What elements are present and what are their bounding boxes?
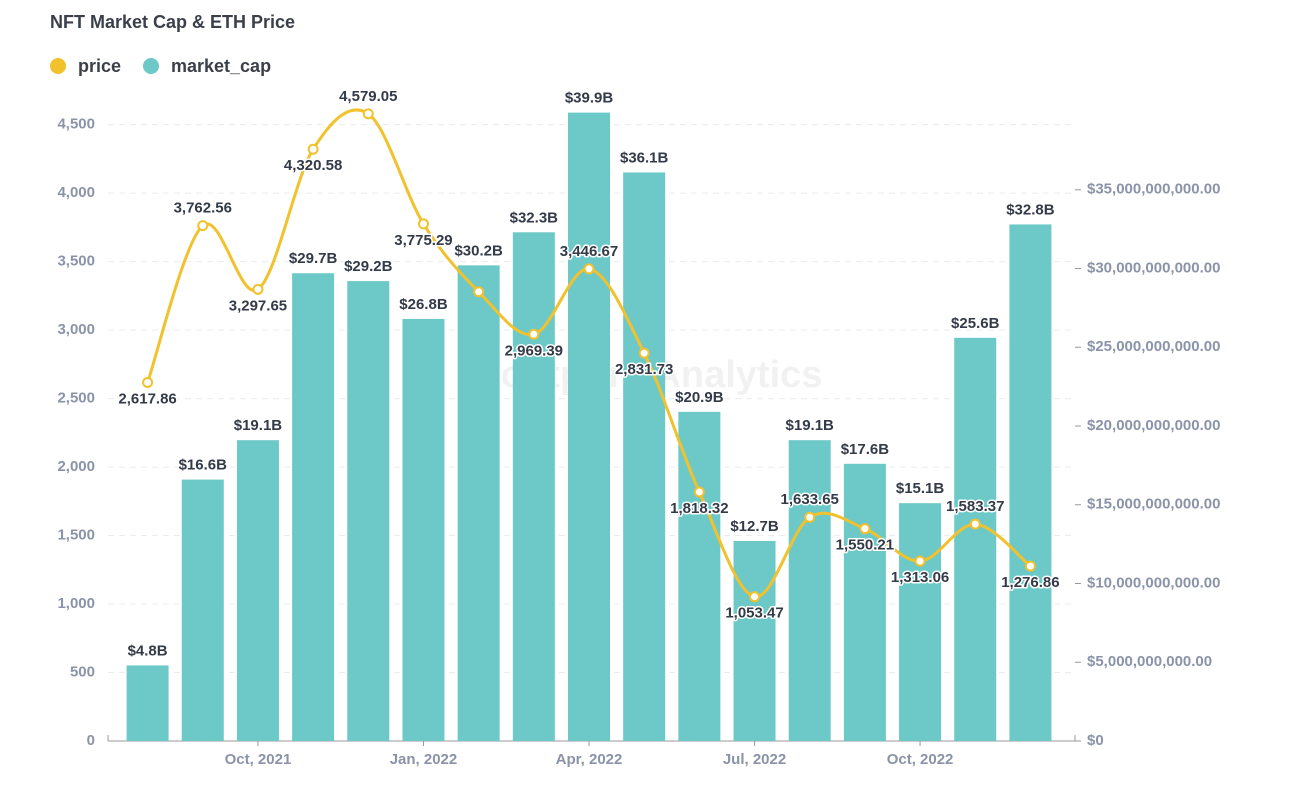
line-label: 3,446.67: [560, 243, 618, 260]
line-label: 3,762.56: [174, 200, 232, 217]
price-point: [417, 218, 429, 230]
x-tick-label: Jul, 2022: [723, 751, 786, 768]
bar: [126, 665, 169, 741]
line-label: 1,313.06: [891, 569, 949, 586]
bar-label: $32.8B: [1006, 201, 1055, 218]
price-point: [804, 511, 816, 523]
price-point: [638, 347, 650, 359]
x-tick-label: Oct, 2022: [887, 751, 954, 768]
bar: [402, 318, 445, 741]
bar: [954, 337, 997, 741]
bar: [733, 540, 776, 741]
line-label: 1,583.37: [946, 498, 1004, 515]
chart-title: NFT Market Cap & ETH Price: [50, 12, 295, 32]
price-point: [197, 220, 209, 232]
y2-tick-label: $10,000,000,000.00: [1087, 574, 1220, 591]
bar: [843, 463, 886, 741]
y-tick-label: 2,500: [57, 390, 95, 407]
line-label: 2,617.86: [118, 390, 176, 407]
y2-tick-label: $0: [1087, 732, 1104, 749]
legend-swatch: [50, 58, 66, 74]
line-label: 1,818.32: [670, 500, 728, 517]
price-point: [914, 555, 926, 567]
bar-label: $19.1B: [234, 417, 283, 434]
line-label: 3,297.65: [229, 297, 287, 314]
bar: [1009, 224, 1052, 741]
line-label: 2,969.39: [505, 342, 563, 359]
y-tick-label: 4,500: [57, 116, 95, 133]
line-label: 4,579.05: [339, 88, 397, 105]
price-point: [252, 283, 264, 295]
line-label: 1,276.86: [1001, 574, 1059, 591]
bar: [678, 411, 721, 741]
line-label: 1,053.47: [725, 605, 783, 622]
line-label: 1,550.21: [836, 537, 894, 554]
y-tick-label: 0: [87, 732, 95, 749]
bar-label: $39.9B: [565, 90, 614, 107]
price-point: [142, 376, 154, 388]
price-point: [473, 286, 485, 298]
y-tick-label: 1,500: [57, 527, 95, 544]
y-tick-label: 3,500: [57, 253, 95, 270]
bar-label: $15.1B: [896, 480, 945, 497]
bar: [623, 172, 666, 742]
line-label: 4,320.58: [284, 157, 342, 174]
bar: [568, 112, 610, 742]
price-point: [969, 518, 981, 530]
bar: [347, 281, 390, 741]
y-tick-label: 2,000: [57, 458, 95, 475]
y-tick-label: 3,000: [57, 321, 95, 338]
y2-tick-label: $30,000,000,000.00: [1087, 259, 1220, 276]
bar: [181, 479, 224, 741]
price-point: [1024, 560, 1036, 572]
legend-label: price: [78, 56, 121, 76]
bar-label: $30.2B: [454, 242, 503, 259]
bar-label: $17.6B: [841, 441, 890, 458]
y2-tick-label: $25,000,000,000.00: [1087, 338, 1220, 355]
price-point: [362, 108, 374, 120]
bar-label: $32.3B: [510, 209, 559, 226]
bar-label: $19.1B: [786, 417, 835, 434]
y2-tick-label: $35,000,000,000.00: [1087, 181, 1220, 198]
bar: [788, 440, 831, 741]
x-tick-label: Apr, 2022: [556, 751, 623, 768]
y-tick-label: 500: [70, 663, 95, 680]
price-point: [307, 143, 319, 155]
bar-label: $20.9B: [675, 389, 724, 406]
y-tick-label: 1,000: [57, 595, 95, 612]
line-label: 2,831.73: [615, 361, 673, 378]
legend-label: market_cap: [171, 56, 271, 76]
price-point: [528, 328, 540, 340]
bar-label: $29.7B: [289, 250, 338, 267]
x-tick-label: Oct, 2021: [225, 751, 292, 768]
bar: [457, 265, 500, 741]
y2-tick-label: $5,000,000,000.00: [1087, 653, 1212, 670]
y-tick-label: 4,000: [57, 184, 95, 201]
bar-label: $12.7B: [730, 518, 779, 535]
bar-label: $26.8B: [399, 296, 448, 313]
price-point: [859, 523, 871, 535]
bar: [899, 503, 942, 741]
bar: [512, 232, 555, 741]
bar-label: $4.8B: [128, 642, 168, 659]
bar-label: $29.2B: [344, 258, 393, 275]
price-point: [693, 486, 705, 498]
price-point: [583, 263, 595, 275]
y2-tick-label: $20,000,000,000.00: [1087, 417, 1220, 434]
bar: [292, 273, 335, 741]
line-label: 3,775.29: [394, 232, 452, 249]
line-label: 1,633.65: [781, 491, 839, 508]
bar-label: $16.6B: [179, 457, 228, 474]
legend-swatch: [143, 58, 159, 74]
bar-label: $36.1B: [620, 149, 669, 166]
price-point: [749, 591, 761, 603]
x-tick-label: Jan, 2022: [390, 751, 458, 768]
bar-label: $25.6B: [951, 315, 1000, 332]
bar: [236, 440, 279, 741]
y2-tick-label: $15,000,000,000.00: [1087, 496, 1220, 513]
